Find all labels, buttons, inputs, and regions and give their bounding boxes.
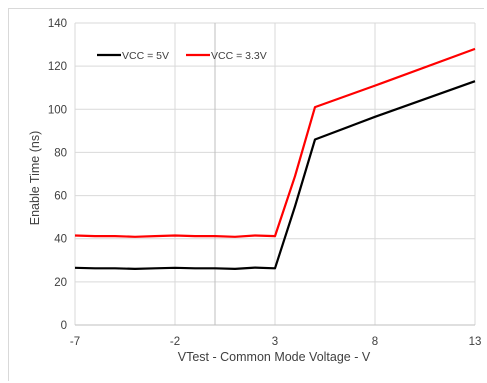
legend-label: VCC = 3.3V	[211, 50, 267, 62]
y-tick-label: 40	[54, 234, 67, 246]
y-tick-label: 20	[54, 277, 67, 289]
x-tick-label: -7	[70, 336, 80, 348]
x-axis-label: VTest - Common Mode Voltage - V	[178, 350, 371, 364]
chart-area	[8, 8, 484, 381]
x-tick-label: -2	[170, 336, 180, 348]
y-tick-label: 120	[48, 61, 67, 73]
legend-label: VCC = 5V	[122, 50, 169, 62]
y-axis-label: Enable Time (ns)	[28, 131, 42, 225]
y-tick-label: 80	[54, 147, 67, 159]
x-tick-label: 3	[272, 336, 278, 348]
axes	[75, 23, 475, 326]
y-tick-label: 100	[48, 104, 67, 116]
gridlines	[74, 22, 476, 325]
series-lines	[74, 47, 476, 270]
x-tick-label: 8	[372, 336, 378, 348]
series-line-1	[74, 80, 476, 270]
x-tick-label: 13	[469, 336, 482, 348]
legend: VCC = 5V VCC = 3.3V	[97, 50, 267, 62]
y-tick-label: 0	[61, 320, 67, 332]
y-tick-label: 60	[54, 191, 67, 203]
y-tick-label: 140	[48, 18, 67, 30]
tick-labels: 0 20 40 60 80 100 120 140 -7 -2 3 8 13	[48, 18, 482, 348]
series-line-2	[74, 47, 476, 238]
